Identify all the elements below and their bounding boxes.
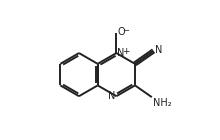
Text: N: N: [117, 48, 125, 58]
Text: NH₂: NH₂: [153, 98, 171, 108]
Text: −: −: [122, 26, 129, 35]
Text: +: +: [122, 47, 129, 56]
Text: O: O: [117, 27, 125, 37]
Text: N: N: [155, 45, 162, 55]
Text: N: N: [108, 91, 116, 101]
